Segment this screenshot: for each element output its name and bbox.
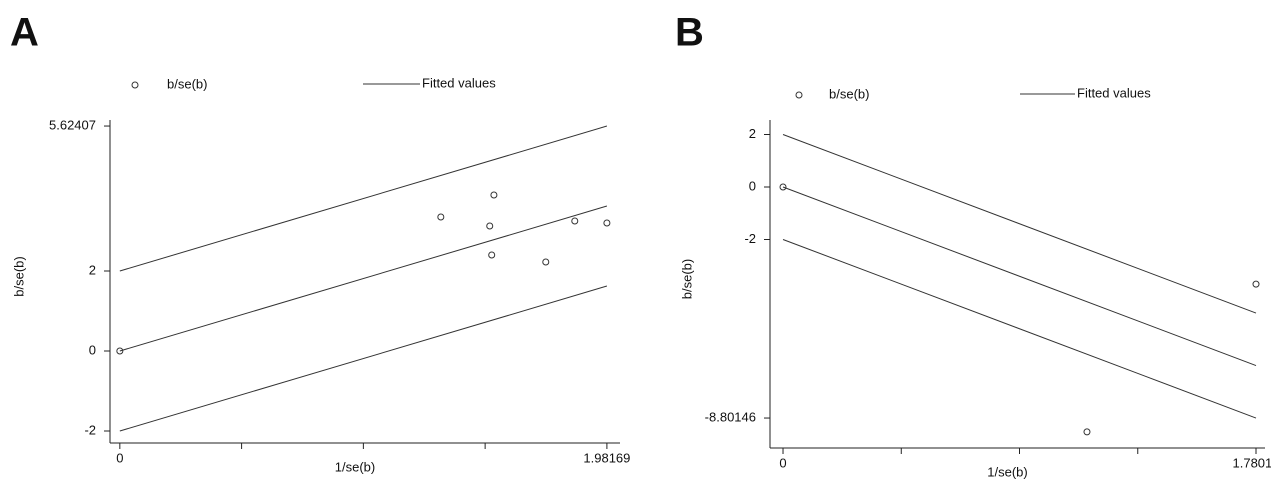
panel-label: B bbox=[675, 11, 704, 55]
point bbox=[490, 191, 498, 199]
x-tick-label: 0 bbox=[116, 450, 123, 465]
fitted-line bbox=[119, 205, 608, 352]
point bbox=[1083, 428, 1091, 436]
point bbox=[779, 183, 787, 191]
fitted-line bbox=[782, 186, 1257, 367]
y-tick-label: 5.62407 bbox=[49, 117, 96, 132]
legend-label: Fitted values bbox=[1077, 85, 1151, 100]
y-tick-label: 2 bbox=[89, 262, 96, 277]
point bbox=[488, 251, 496, 259]
panel-label: A bbox=[10, 11, 39, 55]
y-tick-label: -8.80146 bbox=[705, 409, 756, 424]
legend-label: b/se(b) bbox=[829, 86, 869, 101]
y-tick-label: -2 bbox=[744, 231, 756, 246]
point bbox=[1252, 280, 1260, 288]
bound-line bbox=[119, 285, 608, 432]
legend-marker bbox=[795, 91, 803, 99]
point bbox=[603, 219, 611, 227]
legend-marker bbox=[131, 81, 139, 89]
x-axis-label: 1/se(b) bbox=[987, 464, 1027, 479]
bound-line bbox=[119, 125, 608, 272]
bound-line bbox=[782, 239, 1257, 419]
y-tick-label: 0 bbox=[89, 342, 96, 357]
point bbox=[486, 222, 494, 230]
point bbox=[437, 213, 445, 221]
y-tick-label: -2 bbox=[84, 422, 96, 437]
x-tick-label: 0 bbox=[779, 455, 786, 470]
point bbox=[571, 217, 579, 225]
legend-label: Fitted values bbox=[422, 75, 496, 90]
x-tick-label: 1.98169 bbox=[583, 450, 630, 465]
point bbox=[116, 347, 124, 355]
legend-label: b/se(b) bbox=[167, 76, 207, 91]
point bbox=[542, 258, 550, 266]
y-axis-label: b/se(b) bbox=[679, 259, 694, 299]
y-axis-label: b/se(b) bbox=[11, 256, 26, 296]
x-axis-label: 1/se(b) bbox=[335, 459, 375, 474]
x-tick-label: 1.78014 bbox=[1233, 455, 1271, 470]
bound-line bbox=[782, 134, 1257, 314]
y-tick-label: 2 bbox=[749, 126, 756, 141]
y-tick-label: 0 bbox=[749, 178, 756, 193]
